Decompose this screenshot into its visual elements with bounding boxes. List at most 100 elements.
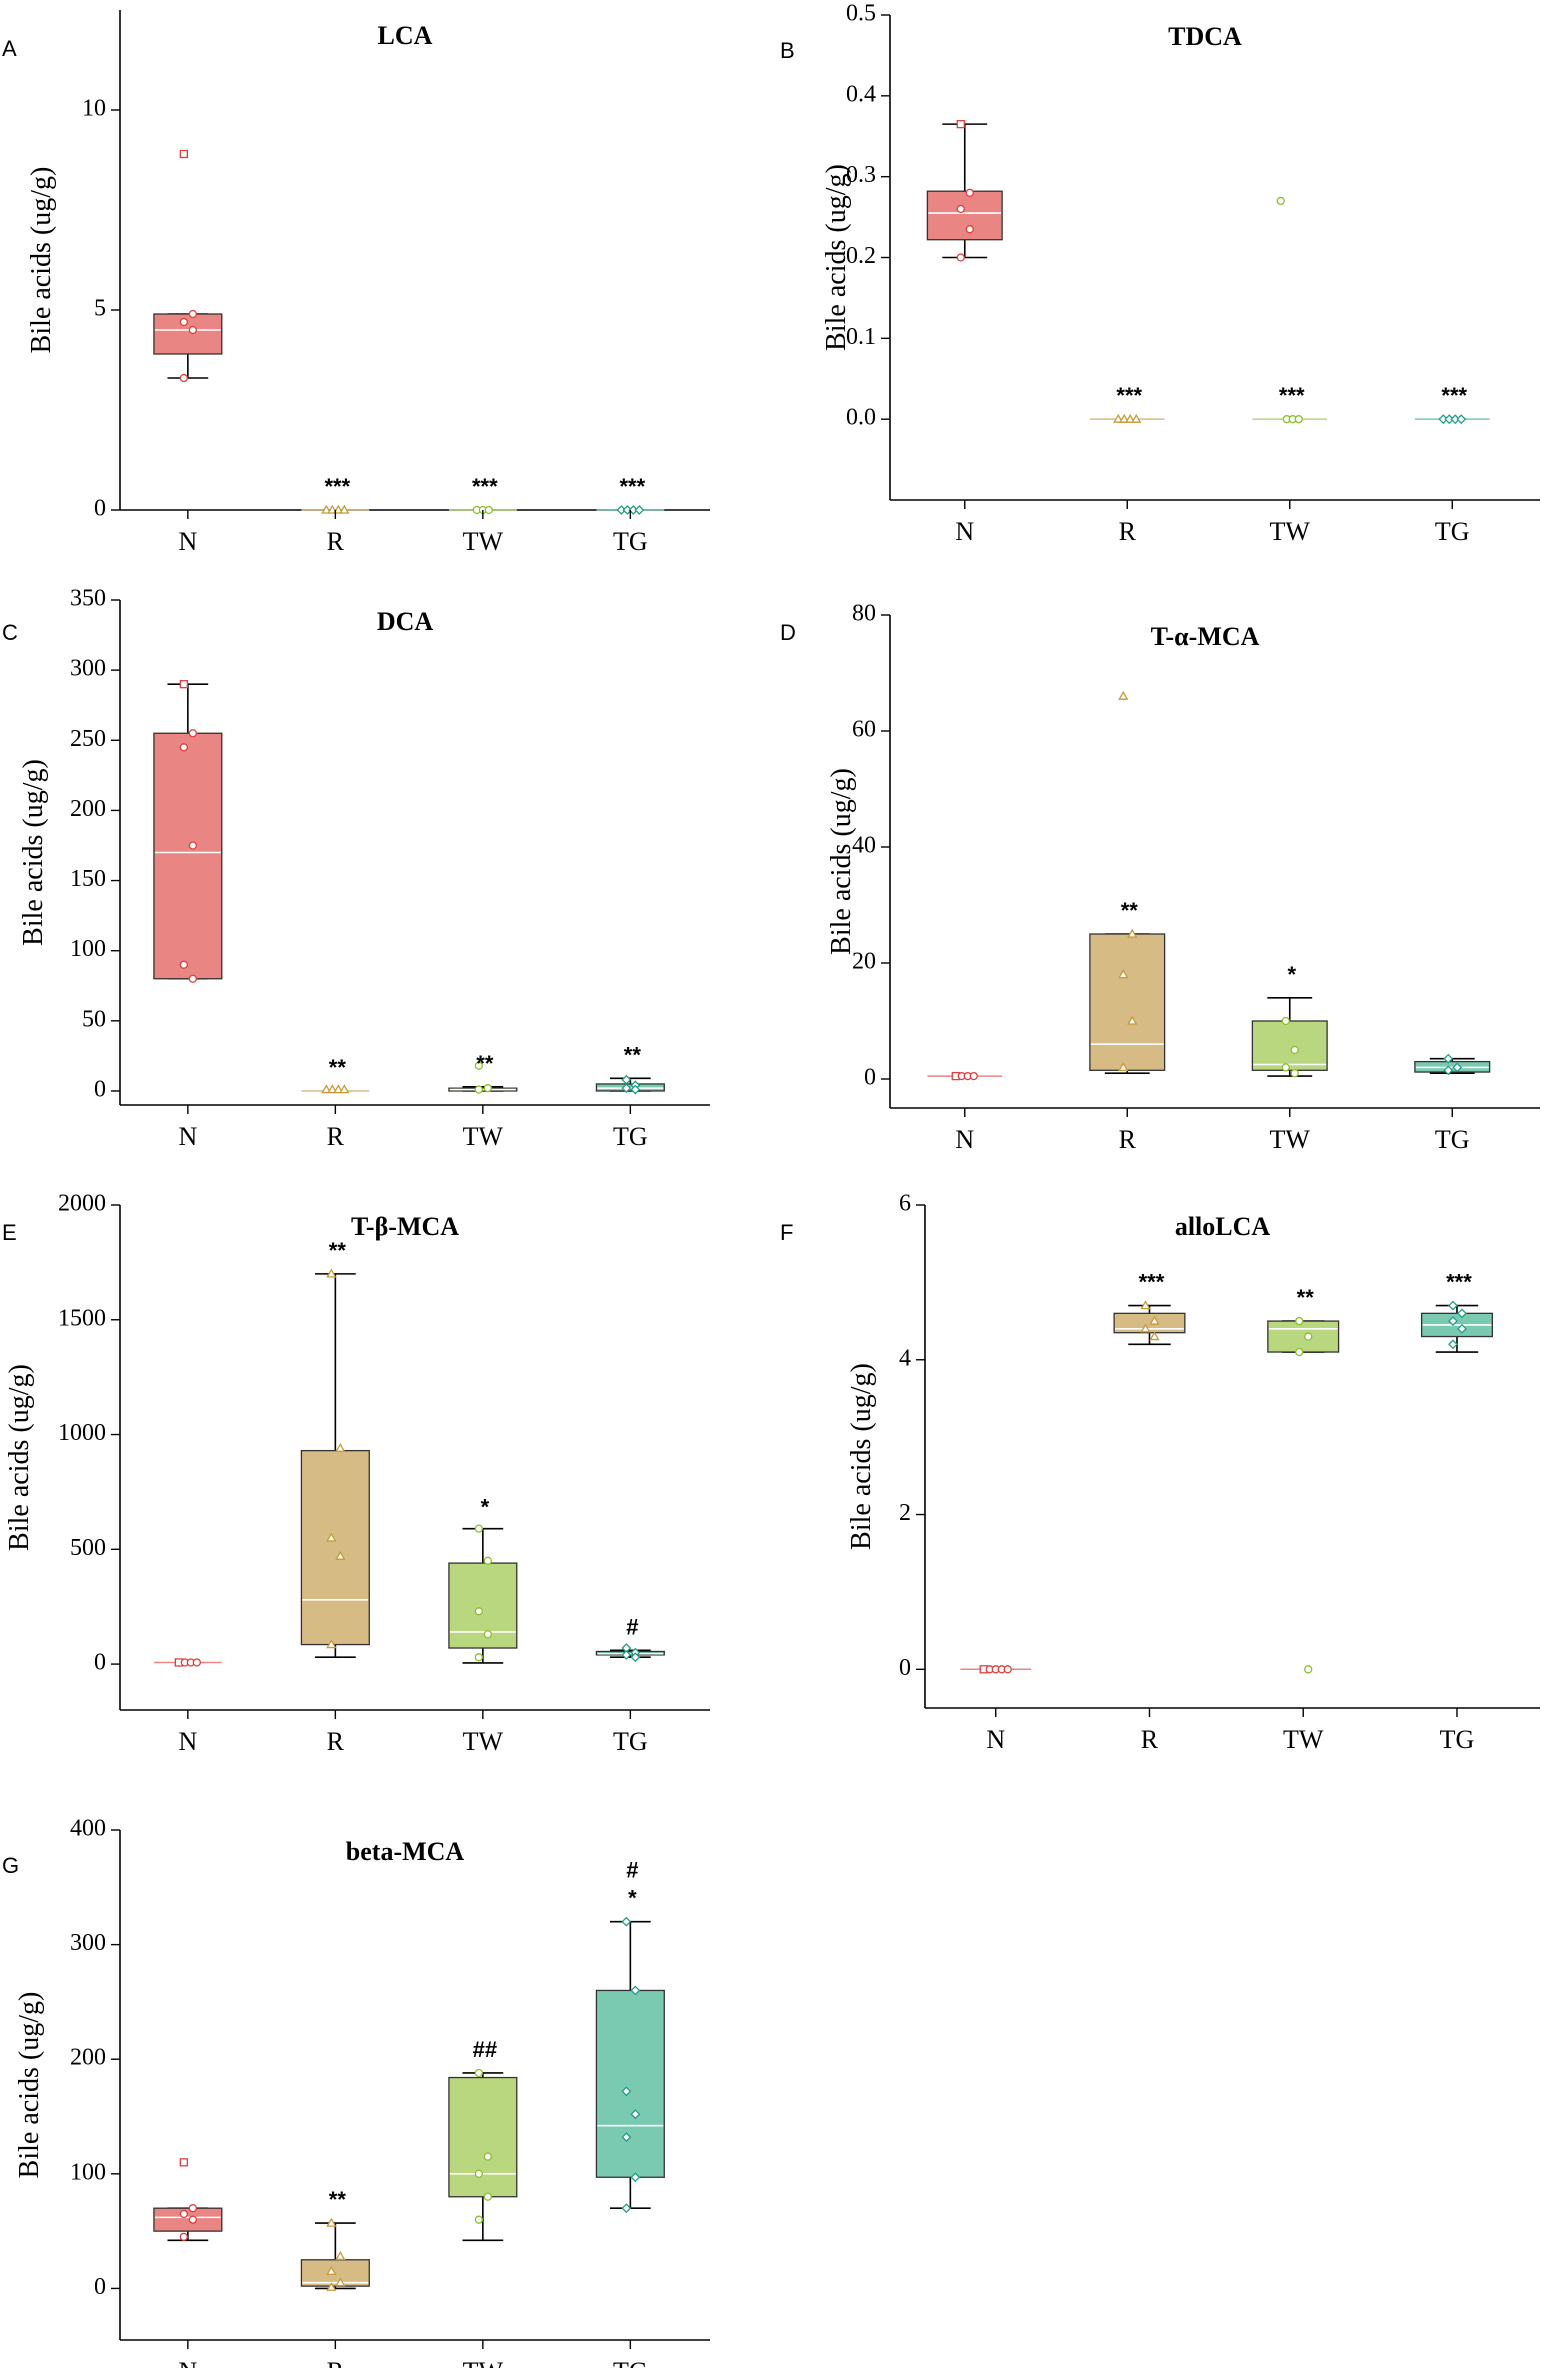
y-tick-label: 1000	[58, 1420, 106, 1446]
box-body	[1267, 1320, 1340, 1353]
significance-label: #	[626, 1614, 638, 1639]
data-point	[969, 1071, 978, 1081]
data-point	[188, 309, 198, 319]
panel-letter: F	[780, 1220, 793, 1245]
box-TG: ***	[596, 474, 665, 515]
significance-label: ##	[473, 2037, 497, 2062]
significance-label: **	[329, 2187, 347, 2212]
box-R: ***	[1113, 1270, 1186, 1346]
box-body	[1113, 1312, 1186, 1334]
x-tick-label: N	[178, 2357, 197, 2368]
data-point	[1140, 1323, 1151, 1333]
significance-label: **	[1297, 1285, 1315, 1310]
data-point	[179, 2209, 189, 2219]
y-tick-label: 0.0	[846, 405, 876, 431]
y-tick-label: 0.1	[846, 324, 876, 350]
y-tick-label: 0.3	[846, 162, 876, 188]
significance-label: *	[628, 1886, 637, 1911]
data-point	[484, 505, 494, 515]
x-tick-label: TW	[463, 2357, 504, 2368]
box-body	[595, 1989, 665, 2178]
data-point	[483, 2152, 493, 2161]
box-body	[448, 1562, 518, 1649]
data-point	[956, 253, 965, 262]
x-tick-label: R	[327, 1122, 345, 1151]
x-tick-label: N	[178, 1122, 197, 1151]
x-tick-label: N	[178, 1727, 197, 1756]
y-tick-label: 0	[94, 2274, 106, 2300]
panel-E: E 0 500 1000 1500 2000 Bile acids (ug/g) T-β-MC…	[2, 1191, 710, 1756]
data-point	[956, 119, 965, 129]
data-point	[1149, 1331, 1160, 1341]
data-point	[1457, 1308, 1467, 1319]
y-tick-label: 500	[70, 1535, 106, 1561]
data-point	[326, 1532, 337, 1542]
x-tick-label: TG	[613, 527, 648, 556]
y-tick-label: 0.5	[846, 1, 876, 27]
data-point	[179, 2158, 189, 2167]
box-body	[153, 732, 223, 980]
data-point	[483, 2192, 493, 2201]
y-tick-label: 20	[852, 949, 876, 975]
x-tick-label: TG	[1435, 517, 1470, 546]
box-body	[153, 2207, 223, 2232]
x-tick-label: TW	[1270, 517, 1311, 546]
box-TW: ##	[448, 2037, 518, 2242]
data-point	[474, 1607, 484, 1616]
data-point	[474, 2215, 484, 2224]
x-tick-label: N	[955, 1125, 974, 1154]
data-point	[621, 1649, 632, 1660]
panel-C: C 0 50 100 150 200 250 300 350 Bile acids (ug/g) D…	[2, 586, 710, 1151]
data-point	[1295, 1316, 1304, 1326]
data-point	[621, 1916, 632, 1927]
x-tick-label: R	[327, 1727, 345, 1756]
data-point	[630, 1985, 641, 1996]
box-TW: ***	[1252, 196, 1328, 424]
y-tick-label: 1500	[58, 1305, 106, 1331]
y-tick-label: 250	[70, 726, 106, 752]
data-point	[333, 504, 344, 514]
data-point	[1113, 413, 1124, 423]
data-point	[1443, 1065, 1454, 1076]
data-point	[1127, 928, 1138, 938]
data-point	[1131, 413, 1142, 423]
data-point	[335, 1443, 346, 1452]
chart-title: T-β-MCA	[351, 1212, 459, 1241]
data-point	[321, 1084, 332, 1094]
data-point	[1452, 1062, 1463, 1073]
significance-label: **	[624, 1042, 642, 1067]
data-point	[483, 1630, 493, 1639]
significance-label: ***	[1139, 1270, 1165, 1295]
chart-title: beta-MCA	[346, 1837, 465, 1866]
x-tick-label: N	[955, 517, 974, 546]
box-body	[448, 2076, 518, 2198]
data-point	[326, 2265, 337, 2275]
box-R: ***	[301, 474, 370, 514]
y-tick-label: 0.2	[846, 243, 876, 269]
data-point	[327, 1084, 338, 1094]
box-TG: ***	[1420, 1270, 1493, 1353]
y-tick-label: 0	[899, 1655, 911, 1681]
data-point	[483, 1084, 493, 1093]
data-point	[1290, 1045, 1299, 1055]
panel-A: A 0 5 10 Bile acids (ug/g) LCA N *** R *** TW *** TG	[2, 10, 710, 556]
data-point	[188, 2204, 198, 2213]
x-tick-label: TW	[463, 1727, 504, 1756]
box-R: **	[301, 1055, 370, 1094]
y-tick-label: 0	[94, 1650, 106, 1676]
data-point	[179, 317, 189, 327]
box-TG: *#	[595, 1858, 665, 2214]
data-point	[1003, 1665, 1012, 1674]
data-point	[339, 504, 350, 514]
data-point	[326, 2217, 337, 2227]
data-point	[179, 2232, 189, 2242]
y-axis-label: Bile acids (ug/g)	[4, 1364, 35, 1551]
panel-letter: A	[2, 36, 17, 61]
box-body	[926, 190, 1003, 241]
chart-title: alloLCA	[1175, 1212, 1271, 1241]
data-point	[179, 149, 189, 159]
y-tick-label: 0	[864, 1065, 876, 1091]
y-axis-label: Bile acids (ug/g)	[846, 1363, 877, 1550]
y-tick-label: 200	[70, 796, 106, 822]
